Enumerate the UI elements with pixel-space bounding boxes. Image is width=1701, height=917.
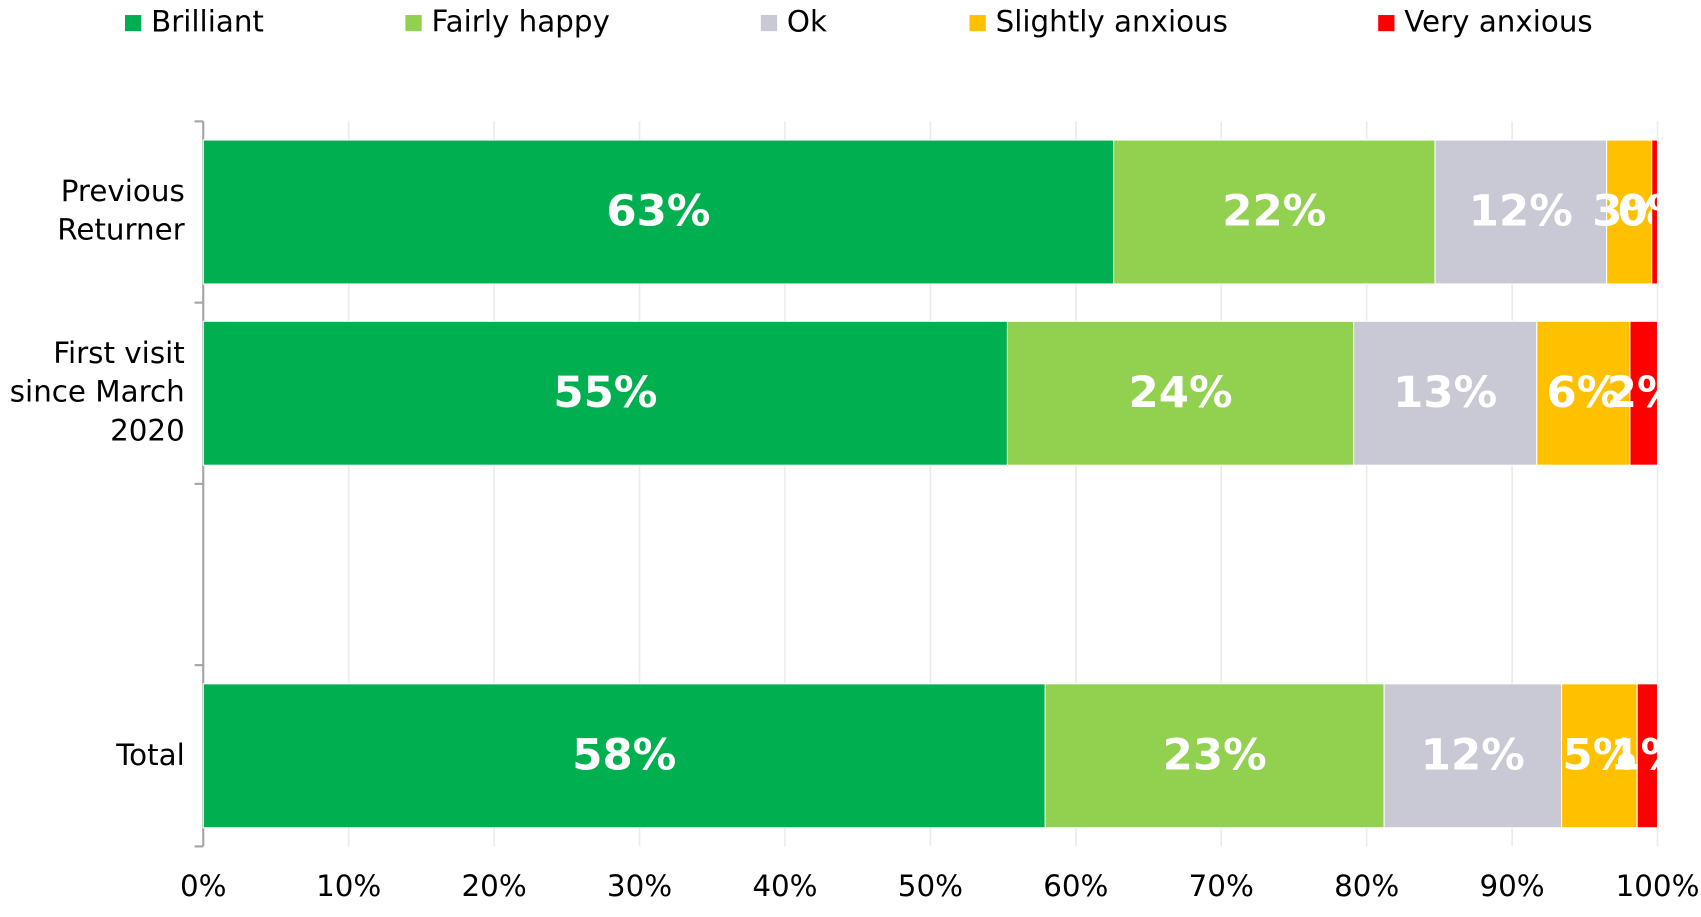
bar-segment [1353,320,1538,466]
x-tick-label: 90% [1479,869,1544,903]
bar-segment [1560,683,1638,829]
x-tick-label: 40% [752,869,817,903]
x-tick-label: 60% [1043,869,1108,903]
legend-swatch [760,15,778,32]
y-tick-label-box: First visit since March 2020 [9,337,185,449]
y-tick-label: Previous Returner [57,175,185,248]
data-label: 24% [1128,368,1232,418]
data-label: 2% [1607,368,1681,418]
y-tick-label: Total [116,738,185,772]
bar-segment [202,683,1046,829]
legend-label: Fairly happy [431,5,609,39]
data-label: 22% [1222,187,1326,237]
data-label: 55% [553,368,657,418]
data-label: 6% [1546,368,1620,418]
x-tick-label: 50% [898,869,963,903]
bar-segment [1536,320,1631,466]
x-tick-label: 30% [607,869,672,903]
x-tick-label: 10% [316,869,381,903]
y-tick-label-box: Total [116,738,185,772]
data-label: 5% [1562,731,1636,781]
x-tick-label: 100% [1616,869,1700,903]
data-label: 12% [1469,187,1573,237]
y-tick-label: First visit since March 2020 [9,337,185,449]
legend-swatch [969,15,986,32]
data-label: 13% [1393,368,1497,418]
bar-segment [1651,139,1659,285]
x-tick-label: 80% [1334,869,1399,903]
data-label: 1% [1610,731,1684,781]
legend-swatch [405,15,422,32]
legend-label: Very anxious [1404,5,1592,39]
x-tick-label: 70% [1189,869,1254,903]
bar-segment [1383,683,1563,829]
bar-segment [1434,139,1608,285]
legend-label: Slightly anxious [996,5,1228,39]
bar-segment [1044,683,1385,829]
x-tick-label: 20% [462,869,527,903]
bar-segment [1636,683,1659,829]
bar-segment [202,320,1009,466]
legend-swatch [124,15,142,32]
legend-swatch [1378,15,1395,32]
data-label: 63% [606,187,710,237]
bar-segment [1629,320,1659,466]
data-label: 12% [1421,731,1525,781]
bar-segment [202,139,1115,285]
legend-label: Ok [787,5,827,39]
data-label: 0% [1618,187,1692,237]
legend-label: Brilliant [151,5,264,39]
x-tick-label: 0% [180,869,227,903]
y-tick-label-box: Previous Returner [57,175,185,248]
data-label: 58% [572,731,676,781]
bar-segment [1113,139,1436,285]
data-label: 23% [1163,731,1267,781]
